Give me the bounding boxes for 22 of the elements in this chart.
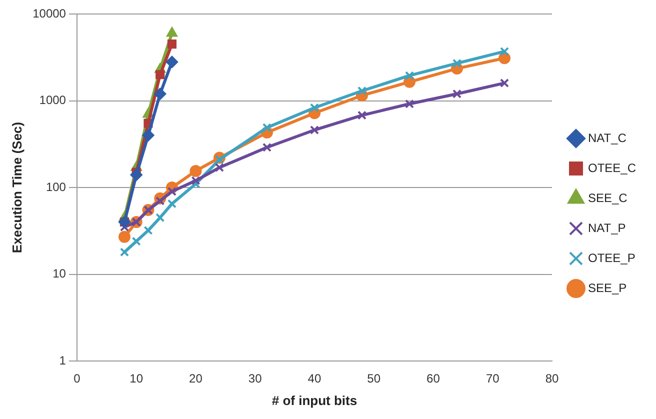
y-axis-title: Execution Time (Sec) (9, 122, 24, 254)
legend-label: OTEE_C (588, 160, 636, 175)
legend-label: SEE_P (588, 280, 627, 295)
x-tick-label: 60 (426, 372, 440, 386)
x-tick-label: 10 (130, 372, 144, 386)
x-tick-label: 70 (486, 372, 500, 386)
x-tick-label: 80 (545, 372, 559, 386)
x-tick-label: 40 (308, 372, 322, 386)
y-tick-label: 10000 (32, 6, 66, 20)
y-tick-label: 1 (59, 353, 66, 368)
legend-label: SEE_C (588, 190, 628, 205)
legend-label: OTEE_P (588, 250, 636, 265)
x-tick-label: 0 (74, 372, 81, 386)
legend-label: NAT_P (588, 220, 626, 235)
x-axis-title: # of input bits (272, 392, 358, 408)
x-tick-label: 20 (189, 372, 203, 386)
y-tick-label: 1000 (39, 93, 66, 108)
x-tick-label: 50 (367, 372, 381, 386)
x-tick-label: 30 (248, 372, 262, 386)
y-tick-label: 10 (52, 266, 66, 281)
legend-label: NAT_C (588, 130, 627, 145)
y-tick-label: 100 (46, 180, 66, 194)
